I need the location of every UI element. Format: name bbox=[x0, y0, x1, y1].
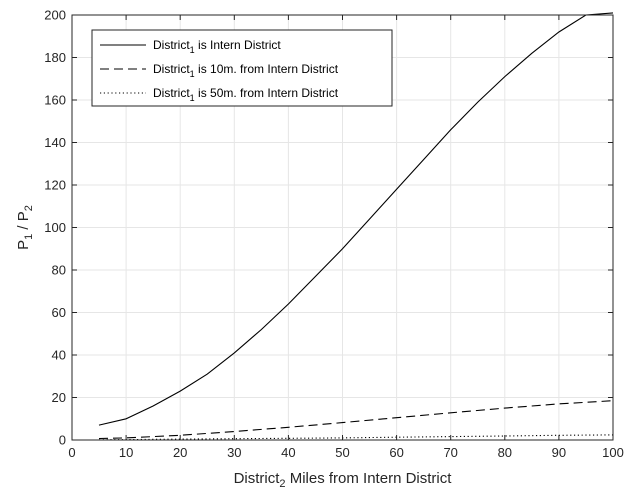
y-tick-label: 80 bbox=[52, 263, 66, 278]
x-tick-label: 100 bbox=[602, 445, 624, 460]
x-tick-label: 30 bbox=[227, 445, 241, 460]
legend-entry-main: District bbox=[153, 38, 190, 52]
y-tick-label: 40 bbox=[52, 348, 66, 363]
y-tick-label: 120 bbox=[44, 178, 66, 193]
y-tick-label: 100 bbox=[44, 220, 66, 235]
legend-entry: District1 is Intern District bbox=[153, 38, 281, 55]
x-tick-label: 0 bbox=[68, 445, 75, 460]
y-tick-label: 60 bbox=[52, 305, 66, 320]
legend-entry-main: District bbox=[153, 86, 190, 100]
x-tick-label: 80 bbox=[498, 445, 512, 460]
y-tick-label: 160 bbox=[44, 93, 66, 108]
y-tick-label: 140 bbox=[44, 135, 66, 150]
x-tick-label: 60 bbox=[389, 445, 403, 460]
x-tick-label: 10 bbox=[119, 445, 133, 460]
series-line-dashed bbox=[98, 400, 614, 440]
y-tick-label: 20 bbox=[52, 390, 66, 405]
x-axis: 0 10 20 30 40 50 60 70 80 90 100 bbox=[68, 15, 624, 460]
y-tick-label: 180 bbox=[44, 50, 66, 65]
x-tick-label: 70 bbox=[443, 445, 457, 460]
x-axis-label-main: District bbox=[234, 470, 281, 487]
y-axis-label: P1 / P2 bbox=[15, 205, 35, 250]
y-axis-label-p2-sub: 2 bbox=[23, 205, 35, 211]
x-tick-label: 40 bbox=[281, 445, 295, 460]
y-axis: 0 20 40 60 80 100 120 140 160 180 200 bbox=[44, 8, 613, 448]
legend-entry-sub: 1 bbox=[190, 69, 195, 79]
y-tick-label: 200 bbox=[44, 8, 66, 23]
legend-entry-rest: is 10m. from Intern District bbox=[195, 62, 339, 76]
legend-entry-rest: is Intern District bbox=[195, 38, 282, 52]
x-axis-label-sub: 2 bbox=[279, 478, 285, 490]
x-tick-label: 90 bbox=[552, 445, 566, 460]
y-axis-label-sep: / bbox=[15, 221, 32, 234]
x-tick-label: 20 bbox=[173, 445, 187, 460]
legend-entry-rest: is 50m. from Intern District bbox=[195, 86, 339, 100]
y-axis-label-p2: P bbox=[15, 211, 32, 221]
legend-entry-main: District bbox=[153, 62, 190, 76]
legend-entry: District1 is 50m. from Intern District bbox=[153, 86, 339, 103]
legend-entry-sub: 1 bbox=[190, 93, 195, 103]
x-tick-label: 50 bbox=[335, 445, 349, 460]
y-axis-label-p1-sub: 1 bbox=[23, 234, 35, 240]
y-axis-label-p1: P bbox=[15, 240, 32, 250]
x-axis-label-rest: Miles from Intern District bbox=[286, 470, 453, 487]
y-tick-label: 0 bbox=[59, 433, 66, 448]
legend-entry-sub: 1 bbox=[190, 45, 195, 55]
series-line-solid bbox=[98, 12, 614, 426]
legend-entry: District1 is 10m. from Intern District bbox=[153, 62, 339, 79]
x-axis-label: District2 Miles from Intern District bbox=[234, 470, 453, 490]
